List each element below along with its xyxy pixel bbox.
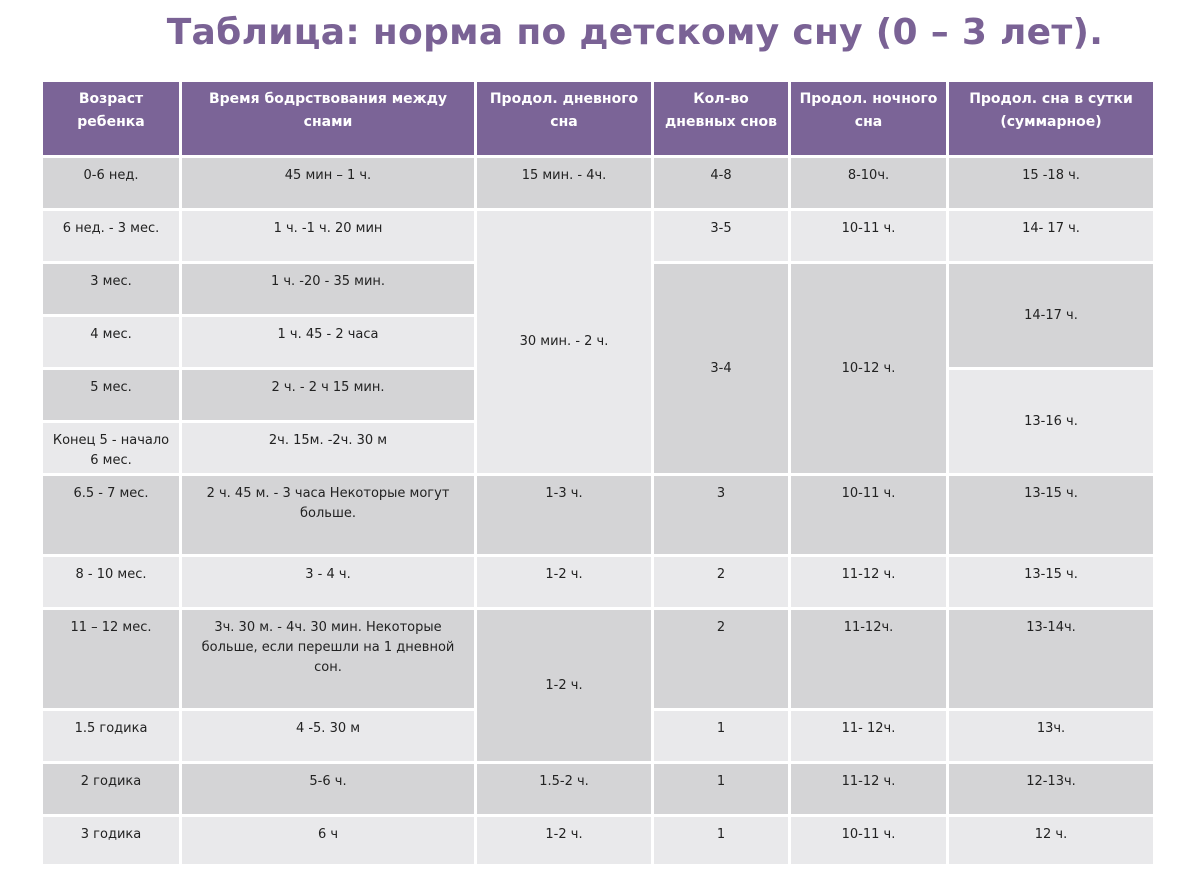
cell-wake: 1 ч. 45 - 2 часа	[182, 317, 474, 367]
cell-total: 13-15 ч.	[949, 476, 1153, 554]
cell-wake: 1 ч. -1 ч. 20 мин	[182, 211, 474, 261]
cell-day-sleep: 1-2 ч.	[477, 557, 651, 607]
cell-wake: 1 ч. -20 - 35 мин.	[182, 264, 474, 314]
cell-age: 4 мес.	[43, 317, 179, 367]
cell-age: 8 - 10 мес.	[43, 557, 179, 607]
cell-wake: 5-6 ч.	[182, 764, 474, 814]
cell-age: 3 мес.	[43, 264, 179, 314]
table-row: 8 - 10 мес. 3 - 4 ч. 1-2 ч. 2 11-12 ч. 1…	[43, 557, 1153, 607]
cell-day-sleep: 15 мин. - 4ч.	[477, 158, 651, 208]
cell-age: Конец 5 - начало 6 мес.	[43, 423, 179, 473]
header-total-sleep: Продол. сна в сутки (суммарное)	[949, 82, 1153, 155]
cell-night: 11-12ч.	[791, 610, 946, 708]
table-row: 4 мес. 1 ч. 45 - 2 часа	[43, 317, 1153, 367]
cell-age: 0-6 нед.	[43, 158, 179, 208]
cell-night: 10-11 ч.	[791, 476, 946, 554]
header-row: Возраст ребенка Время бодрствования межд…	[43, 82, 1153, 155]
cell-total: 13ч.	[949, 711, 1153, 761]
table-row: 1.5 годика 4 -5. 30 м 1 11- 12ч. 13ч.	[43, 711, 1153, 761]
cell-naps: 2	[654, 557, 788, 607]
cell-naps-merged: 3-4	[654, 264, 788, 473]
header-day-sleep: Продол. дневного сна	[477, 82, 651, 155]
cell-wake: 6 ч	[182, 817, 474, 864]
sleep-norms-table: Возраст ребенка Время бодрствования межд…	[40, 79, 1156, 867]
cell-wake: 2ч. 15м. -2ч. 30 м	[182, 423, 474, 473]
header-night-sleep: Продол. ночного сна	[791, 82, 946, 155]
cell-night: 11-12 ч.	[791, 764, 946, 814]
cell-night: 11-12 ч.	[791, 557, 946, 607]
table-row: 5 мес. 2 ч. - 2 ч 15 мин. 13-16 ч.	[43, 370, 1153, 473]
page-title: Таблица: норма по детскому сну (0 – 3 ле…	[166, 12, 1104, 53]
header-age: Возраст ребенка	[43, 82, 179, 155]
cell-naps: 1	[654, 711, 788, 761]
cell-naps: 1	[654, 817, 788, 864]
cell-age: 6.5 - 7 мес.	[43, 476, 179, 554]
cell-total: 15 -18 ч.	[949, 158, 1153, 208]
table-row: 2 годика 5-6 ч. 1.5-2 ч. 1 11-12 ч. 12-1…	[43, 764, 1153, 814]
cell-night: 10-11 ч.	[791, 211, 946, 261]
table-row: 3 годика 6 ч 1-2 ч. 1 10-11 ч. 12 ч.	[43, 817, 1153, 864]
cell-naps: 1	[654, 764, 788, 814]
table-row: 0-6 нед. 45 мин – 1 ч. 15 мин. - 4ч. 4-8…	[43, 158, 1153, 208]
cell-naps: 3	[654, 476, 788, 554]
cell-age: 11 – 12 мес.	[43, 610, 179, 708]
cell-total-merged: 13-16 ч.	[949, 370, 1153, 473]
cell-day-sleep: 1-3 ч.	[477, 476, 651, 554]
cell-wake: 45 мин – 1 ч.	[182, 158, 474, 208]
cell-day-sleep: 1-2 ч.	[477, 817, 651, 864]
table-row: 6.5 - 7 мес. 2 ч. 45 м. - 3 часа Некотор…	[43, 476, 1153, 554]
cell-night: 10-11 ч.	[791, 817, 946, 864]
cell-day-sleep: 1.5-2 ч.	[477, 764, 651, 814]
cell-night: 8-10ч.	[791, 158, 946, 208]
cell-total: 14- 17 ч.	[949, 211, 1153, 261]
table-row: 11 – 12 мес. 3ч. 30 м. - 4ч. 30 мин. Нек…	[43, 610, 1153, 761]
cell-naps: 2	[654, 610, 788, 708]
cell-wake: 2 ч. 45 м. - 3 часа Некоторые могут боль…	[182, 476, 474, 554]
cell-naps: 3-5	[654, 211, 788, 261]
cell-night: 11- 12ч.	[791, 711, 946, 761]
cell-age: 3 годика	[43, 817, 179, 864]
cell-total-merged: 14-17 ч.	[949, 264, 1153, 367]
cell-total: 13-15 ч.	[949, 557, 1153, 607]
cell-total: 12-13ч.	[949, 764, 1153, 814]
cell-wake: 2 ч. - 2 ч 15 мин.	[182, 370, 474, 420]
table-row: 6 нед. - 3 мес. 1 ч. -1 ч. 20 мин 30 мин…	[43, 211, 1153, 473]
table-row: Конец 5 - начало 6 мес. 2ч. 15м. -2ч. 30…	[43, 423, 1153, 473]
table-row: 3 мес. 1 ч. -20 - 35 мин. 3-4 10-12 ч. 1…	[43, 264, 1153, 473]
cell-wake: 3 - 4 ч.	[182, 557, 474, 607]
cell-age: 6 нед. - 3 мес.	[43, 211, 179, 261]
cell-day-sleep-merged: 30 мин. - 2 ч.	[477, 211, 651, 473]
cell-age: 2 годика	[43, 764, 179, 814]
header-wake-time: Время бодрствования между снами	[182, 82, 474, 155]
cell-wake: 3ч. 30 м. - 4ч. 30 мин. Некоторые больше…	[182, 610, 474, 708]
cell-night-merged: 10-12 ч.	[791, 264, 946, 473]
cell-age: 1.5 годика	[43, 711, 179, 761]
cell-wake: 4 -5. 30 м	[182, 711, 474, 761]
cell-naps: 4-8	[654, 158, 788, 208]
cell-age: 5 мес.	[43, 370, 179, 420]
cell-total: 13-14ч.	[949, 610, 1153, 708]
cell-day-sleep-merged: 1-2 ч.	[477, 610, 651, 761]
cell-total: 12 ч.	[949, 817, 1153, 864]
header-nap-count: Кол-во дневных снов	[654, 82, 788, 155]
